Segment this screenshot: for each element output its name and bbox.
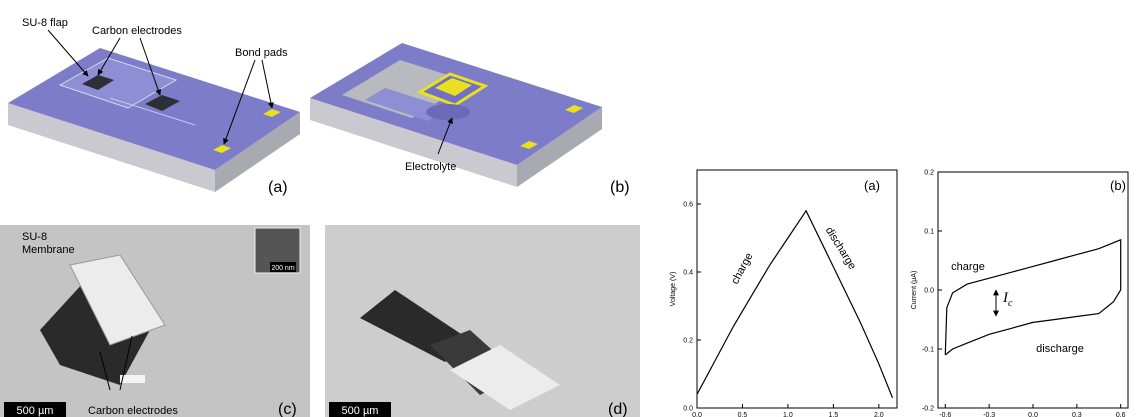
y-tick-label: 0.0 [683,406,693,413]
inset-scale: 200 nm [271,265,295,272]
y-tick-label: -0.1 [922,347,934,354]
label: Carbon electrodes [88,405,178,417]
y-tick-label: 0.2 [924,170,934,177]
y-tick-label: -0.2 [922,406,934,413]
data-line [696,209,894,399]
photo-c: 200 nm 500 µm SU-8 Membrane Carbon elect… [0,225,310,417]
x-tick-label: 0.6 [1116,412,1126,417]
x-tick-label: 0.0 [692,412,702,417]
annotation: charge [951,261,985,273]
label: SU-8 [22,231,47,243]
x-tick-label: 0.5 [738,412,748,417]
annotation: discharge [1036,343,1084,355]
x-tick-label: 0.0 [1028,412,1038,417]
x-tick-label: -0.3 [983,412,995,417]
scale-bar: 500 µm [17,405,54,417]
y-tick-label: 0.4 [683,270,693,277]
y-tick-label: 0.1 [924,229,934,236]
y-tick-label: 0.0 [924,288,934,295]
label: Carbon electrodes [92,25,182,37]
x-tick-label: 1.0 [783,412,793,417]
y-tick-label: 0.2 [683,338,693,345]
annotation: charge [729,251,755,286]
label: Electrolyte [405,161,456,173]
panel-tag: (c) [278,401,297,417]
x-tick-label: 2.0 [874,412,884,417]
annotation: discharge [823,225,858,272]
panel-tag: (d) [608,401,628,417]
panel-tag: (b) [1110,178,1126,193]
label: Membrane [22,244,75,256]
panel-tag: (b) [610,179,630,196]
label: SU-8 flap [22,17,68,29]
plot-frame [696,169,898,409]
y-axis-label: Current (µA) [911,271,918,310]
x-tick-label: 1.5 [828,412,838,417]
panel-tag: (a) [268,179,288,196]
y-tick-label: 0.6 [683,202,693,209]
label: Bond pads [235,47,288,59]
plot-frame [937,171,1129,409]
scale-bar: 500 µm [342,405,379,417]
diagram-b: Electrolyte (b) [310,43,630,196]
diagram-a: SU-8 flap Carbon electrodes Bond pads (a… [8,17,300,196]
photo-d: 500 µm (d) [325,225,640,417]
subscript: c [1008,298,1013,309]
current-label: Ic [1002,290,1013,309]
data-line [944,238,1122,356]
panel-tag: (a) [864,178,880,193]
x-tick-label: 0.3 [1072,412,1082,417]
x-tick-label: -0.6 [939,412,951,417]
symbol: I [1002,290,1009,306]
y-axis-label: Voltage (V) [670,272,677,307]
